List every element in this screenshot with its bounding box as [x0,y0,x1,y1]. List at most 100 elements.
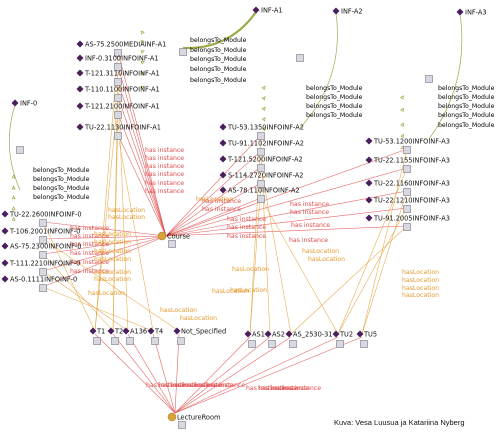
course-node[interactable] [1,242,9,250]
course-node[interactable] [365,214,373,222]
belongs-to-label: belongsTo_Module [438,103,495,110]
has-instance-label: has instance [270,385,309,392]
belongs-to-label: belongsTo_Module [33,185,90,192]
course-label: TU-91.1102INFOINF-A2 [227,140,304,148]
has-location-label: hasLocation [180,315,217,322]
room-node[interactable] [122,327,130,335]
room-box[interactable] [177,337,185,345]
room-box[interactable] [248,340,256,348]
room-box[interactable] [111,337,119,345]
course-node[interactable] [1,227,9,235]
course-node[interactable] [365,196,373,204]
belongs-to-label: belongsTo_Module [33,194,90,201]
course-box[interactable] [114,49,122,57]
has-instance-edge [165,207,408,237]
course-node[interactable] [219,123,227,131]
room-node[interactable] [147,327,155,335]
has-instance-label: has instance [202,206,241,213]
course-box[interactable] [114,78,122,86]
room-node[interactable] [356,330,364,338]
course-box[interactable] [257,148,265,156]
has-instance-label: has instance [227,233,266,240]
course-box[interactable] [39,236,47,244]
course-box[interactable] [403,205,411,213]
has-instance-label: has instance [282,385,321,392]
course-node[interactable] [76,54,84,62]
course-node[interactable] [365,137,373,145]
module-node[interactable] [11,99,19,107]
course-box[interactable] [257,180,265,188]
course-node[interactable] [365,156,373,164]
has-instance-edge [117,113,167,237]
module-node[interactable] [332,7,340,15]
has-location-edge [249,182,262,335]
room-node[interactable] [244,330,252,338]
course-node[interactable] [76,85,84,93]
course-box[interactable] [403,223,411,231]
course-box[interactable] [39,251,47,259]
module-class-box[interactable] [296,54,304,62]
module-node[interactable] [252,6,260,14]
has-location-label: hasLocation [94,269,131,276]
room-label: TU5 [363,331,377,339]
module-class-box[interactable] [425,75,433,83]
course-node[interactable] [76,102,84,110]
room-box[interactable] [289,340,297,348]
course-node[interactable] [219,139,227,147]
module-node[interactable] [456,8,464,16]
subclass-edge [428,13,463,140]
hub-box[interactable] [168,240,176,248]
room-node[interactable] [173,327,181,335]
course-node[interactable] [76,123,84,131]
belongs-arrow [261,117,266,122]
room-box[interactable] [126,337,134,345]
room-hub-node[interactable] [167,412,177,422]
course-box[interactable] [257,195,265,203]
course-box[interactable] [257,132,265,140]
course-box[interactable] [39,268,47,276]
course-box[interactable] [114,132,122,140]
room-node[interactable] [107,327,115,335]
course-label: T-106.2001INFOINF-0 [9,228,80,236]
course-node[interactable] [219,155,227,163]
course-node[interactable] [76,40,84,48]
module-class-box[interactable] [179,48,187,56]
course-node[interactable] [76,69,84,77]
course-box[interactable] [403,188,411,196]
course-box[interactable] [114,94,122,102]
room-node[interactable] [332,330,340,338]
room-box[interactable] [360,340,368,348]
course-node[interactable] [219,171,227,179]
room-box[interactable] [93,337,101,345]
room-box[interactable] [336,340,344,348]
room-node[interactable] [89,327,97,335]
hub-box[interactable] [178,421,186,429]
course-box[interactable] [403,165,411,173]
module-class-box[interactable] [16,146,24,154]
course-box[interactable] [39,284,47,292]
course-box[interactable] [39,219,47,227]
course-node[interactable] [1,259,9,267]
course-node[interactable] [365,179,373,187]
course-box[interactable] [114,63,122,71]
has-location-label: hasLocation [94,248,131,255]
course-node[interactable] [1,275,9,283]
has-location-edge [94,51,119,332]
course-hub-node[interactable] [157,231,167,241]
course-box[interactable] [403,146,411,154]
room-box[interactable] [151,337,159,345]
course-node[interactable] [1,210,9,218]
course-node[interactable] [219,186,227,194]
belongs-arrow [140,85,145,90]
has-location-edge [42,270,129,332]
course-box[interactable] [114,111,122,119]
room-node[interactable] [264,330,272,338]
belongs-to-label: belongsTo_Module [190,56,247,63]
course-box[interactable] [257,164,265,172]
room-label: T1 [96,328,105,336]
course-label: S-114.2720INFOINF-A2 [228,172,304,180]
room-node[interactable] [285,330,293,338]
has-instance-label: has instance [70,268,109,275]
has-instance-edge [152,333,176,414]
room-box[interactable] [268,340,276,348]
